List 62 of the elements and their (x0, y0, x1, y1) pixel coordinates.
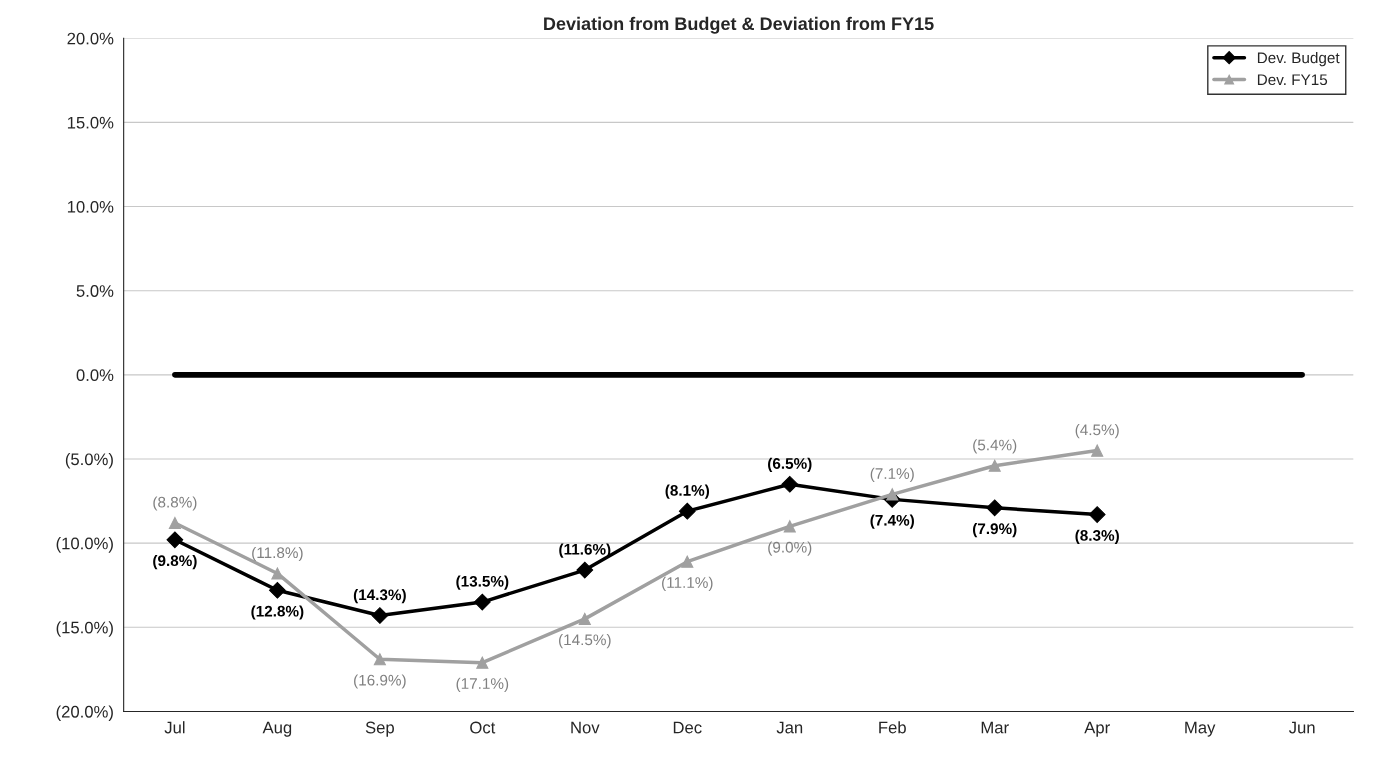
x-tick-label: Apr (1084, 721, 1110, 737)
x-tick-label: Jun (1288, 721, 1315, 734)
data-label: (4.5%) (1075, 424, 1119, 439)
x-tick-label: Oct (470, 721, 496, 734)
point (476, 656, 489, 669)
point (886, 488, 899, 501)
y-tick-label: 5.0% (76, 285, 114, 297)
data-label: (16.9%) (354, 674, 406, 689)
point (371, 607, 389, 624)
point (473, 593, 491, 611)
data-label: (6.5%) (768, 457, 812, 472)
y-tick-label: (15.0%) (56, 621, 113, 637)
y-tick-label: (20.0%) (56, 705, 113, 721)
point (1091, 444, 1104, 457)
data-label: (8.3%) (1075, 529, 1119, 544)
point (578, 612, 591, 625)
point (373, 653, 386, 666)
data-label: (8.1%) (665, 484, 710, 499)
point (1088, 506, 1106, 523)
data-label: (5.4%) (973, 439, 1017, 454)
data-label: (11.1%) (662, 576, 713, 591)
data-label: (9.8%) (153, 554, 197, 570)
point (681, 555, 694, 568)
data-label: (9.0%) (768, 541, 812, 556)
y-tick-label: 20.0% (67, 32, 114, 45)
point (988, 459, 1001, 472)
point (576, 561, 594, 579)
data-label: (7.1%) (870, 467, 914, 483)
y-tick-label: (5.0%) (65, 452, 113, 469)
x-tick-label: Jan (776, 721, 803, 734)
point (166, 531, 184, 549)
y-tick-label: 0.0% (76, 369, 114, 382)
point (678, 502, 696, 520)
legend-label: Dev. FY15 (1257, 74, 1328, 86)
x-tick-label: Nov (571, 721, 600, 734)
data-label: (13.5%) (456, 575, 509, 590)
point (986, 499, 1004, 517)
x-tick-label: May (1185, 721, 1216, 737)
data-label: (7.9%) (972, 522, 1017, 538)
point (269, 581, 286, 599)
y-tick-label: 10.0% (67, 200, 114, 213)
point (168, 516, 181, 530)
y-tick-label: (10.0%) (56, 537, 113, 553)
data-label: (8.8%) (153, 496, 197, 511)
data-label: (11.6%) (559, 543, 611, 558)
data-label: (12.8%) (251, 605, 304, 620)
data-label: (7.4%) (870, 514, 914, 529)
point (783, 520, 796, 533)
data-label: (17.1%) (456, 677, 509, 692)
data-label: (14.3%) (353, 588, 406, 604)
data-label: (11.8%) (252, 546, 303, 562)
x-tick-label: Feb (879, 721, 906, 734)
point (781, 475, 799, 493)
x-tick-label: Aug (262, 721, 292, 737)
legend-label: Dev. Budget (1257, 52, 1340, 67)
chart-title: Deviation from Budget & Deviation from FY15 (544, 16, 934, 34)
x-tick-label: Jul (164, 721, 185, 734)
data-label: (14.5%) (559, 633, 611, 649)
x-tick-label: Dec (673, 721, 702, 734)
y-tick-label: 15.0% (67, 116, 114, 129)
x-tick-label: Mar (981, 721, 1009, 734)
x-tick-label: Sep (365, 721, 394, 737)
